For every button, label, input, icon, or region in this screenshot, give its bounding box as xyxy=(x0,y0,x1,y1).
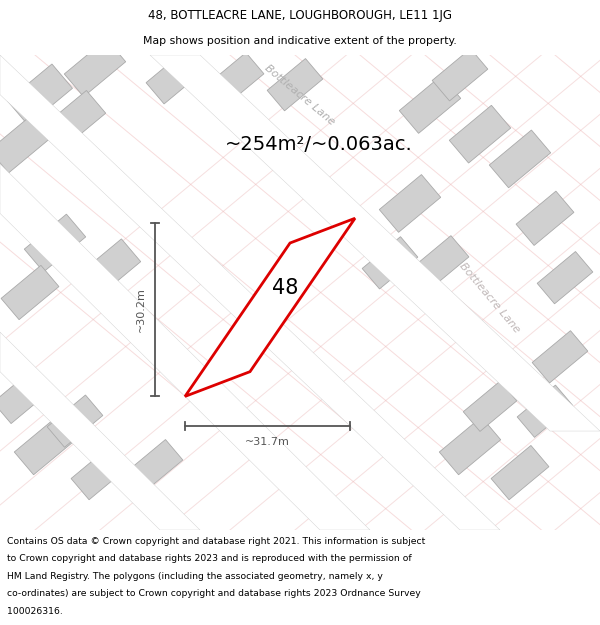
Polygon shape xyxy=(379,174,441,232)
Polygon shape xyxy=(0,55,500,530)
Polygon shape xyxy=(537,251,593,304)
Text: Map shows position and indicative extent of the property.: Map shows position and indicative extent… xyxy=(143,36,457,46)
Text: to Crown copyright and database rights 2023 and is reproduced with the permissio: to Crown copyright and database rights 2… xyxy=(7,554,412,563)
Polygon shape xyxy=(127,439,183,492)
Polygon shape xyxy=(71,446,129,500)
Polygon shape xyxy=(185,218,355,396)
Text: co-ordinates) are subject to Crown copyright and database rights 2023 Ordnance S: co-ordinates) are subject to Crown copyr… xyxy=(7,589,421,598)
Polygon shape xyxy=(1,266,59,319)
Text: 48, BOTTLEACRE LANE, LOUGHBOROUGH, LE11 1JG: 48, BOTTLEACRE LANE, LOUGHBOROUGH, LE11 … xyxy=(148,9,452,22)
Polygon shape xyxy=(463,381,517,431)
Text: 48: 48 xyxy=(272,278,298,298)
Polygon shape xyxy=(24,214,86,272)
Polygon shape xyxy=(449,105,511,163)
Polygon shape xyxy=(0,369,51,424)
Polygon shape xyxy=(489,130,551,188)
Polygon shape xyxy=(267,59,323,111)
Polygon shape xyxy=(516,191,574,246)
Text: HM Land Registry. The polygons (including the associated geometry, namely x, y: HM Land Registry. The polygons (includin… xyxy=(7,572,383,581)
Polygon shape xyxy=(8,64,73,125)
Text: ~254m²/~0.063ac.: ~254m²/~0.063ac. xyxy=(225,134,413,154)
Polygon shape xyxy=(0,115,51,173)
Polygon shape xyxy=(47,395,103,448)
Polygon shape xyxy=(362,237,418,289)
Polygon shape xyxy=(0,164,370,530)
Polygon shape xyxy=(439,417,501,475)
Text: ~31.7m: ~31.7m xyxy=(245,437,290,447)
Polygon shape xyxy=(517,385,573,438)
Polygon shape xyxy=(146,49,204,104)
Polygon shape xyxy=(532,331,588,383)
Polygon shape xyxy=(64,39,126,97)
Polygon shape xyxy=(411,236,469,290)
Text: ~30.2m: ~30.2m xyxy=(136,288,146,332)
Text: Bottleacre Lane: Bottleacre Lane xyxy=(458,261,522,334)
Polygon shape xyxy=(0,332,200,530)
Polygon shape xyxy=(399,76,461,133)
Polygon shape xyxy=(14,417,76,475)
Polygon shape xyxy=(206,52,264,107)
Text: Contains OS data © Crown copyright and database right 2021. This information is : Contains OS data © Crown copyright and d… xyxy=(7,537,425,546)
Polygon shape xyxy=(79,239,141,297)
Polygon shape xyxy=(44,91,106,148)
Text: 100026316.: 100026316. xyxy=(7,607,63,616)
Polygon shape xyxy=(491,446,549,500)
Polygon shape xyxy=(432,49,488,101)
Text: Bottleacre Lane: Bottleacre Lane xyxy=(263,62,337,127)
Polygon shape xyxy=(150,55,600,431)
